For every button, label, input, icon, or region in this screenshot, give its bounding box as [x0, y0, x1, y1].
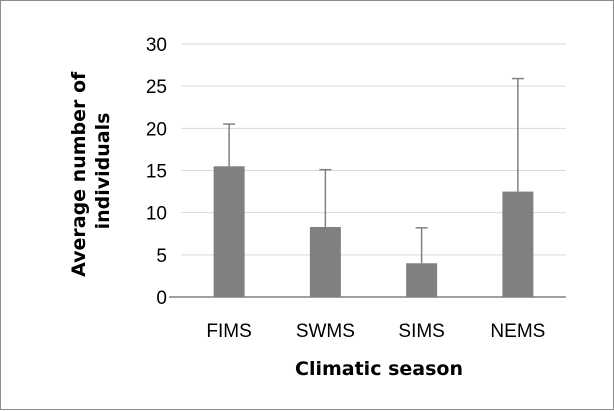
y-tick-label: 30: [146, 35, 167, 56]
y-tick-label: 25: [146, 77, 167, 98]
y-tick-label: 10: [146, 204, 167, 225]
x-tick-labels: FIMS SWMS SIMS NEMS: [206, 321, 545, 342]
y-axis-title-line-1: Average number of: [68, 71, 90, 277]
x-tick-label: SIMS: [398, 321, 444, 342]
bar: [406, 263, 438, 297]
y-tick-label: 15: [146, 162, 167, 183]
x-axis-title: Climatic season: [295, 358, 463, 380]
y-tick-label: 5: [156, 246, 167, 267]
bar: [309, 227, 341, 297]
gridlines: [181, 43, 566, 256]
bars: [213, 166, 534, 297]
x-tick-label: FIMS: [206, 321, 251, 342]
y-tick-labels: 0 5 10 15 20 25 30: [146, 35, 167, 309]
y-axis-title: Average number of individuals: [68, 65, 114, 277]
bar: [502, 191, 534, 297]
bar: [213, 166, 245, 297]
error-bars: [223, 77, 524, 264]
y-tick-label: 0: [156, 288, 167, 309]
x-tick-label: NEMS: [490, 321, 545, 342]
y-tick-label: 20: [146, 119, 167, 140]
y-axis-title-line-2: individuals: [92, 113, 114, 230]
x-tick-label: SWMS: [296, 321, 355, 342]
